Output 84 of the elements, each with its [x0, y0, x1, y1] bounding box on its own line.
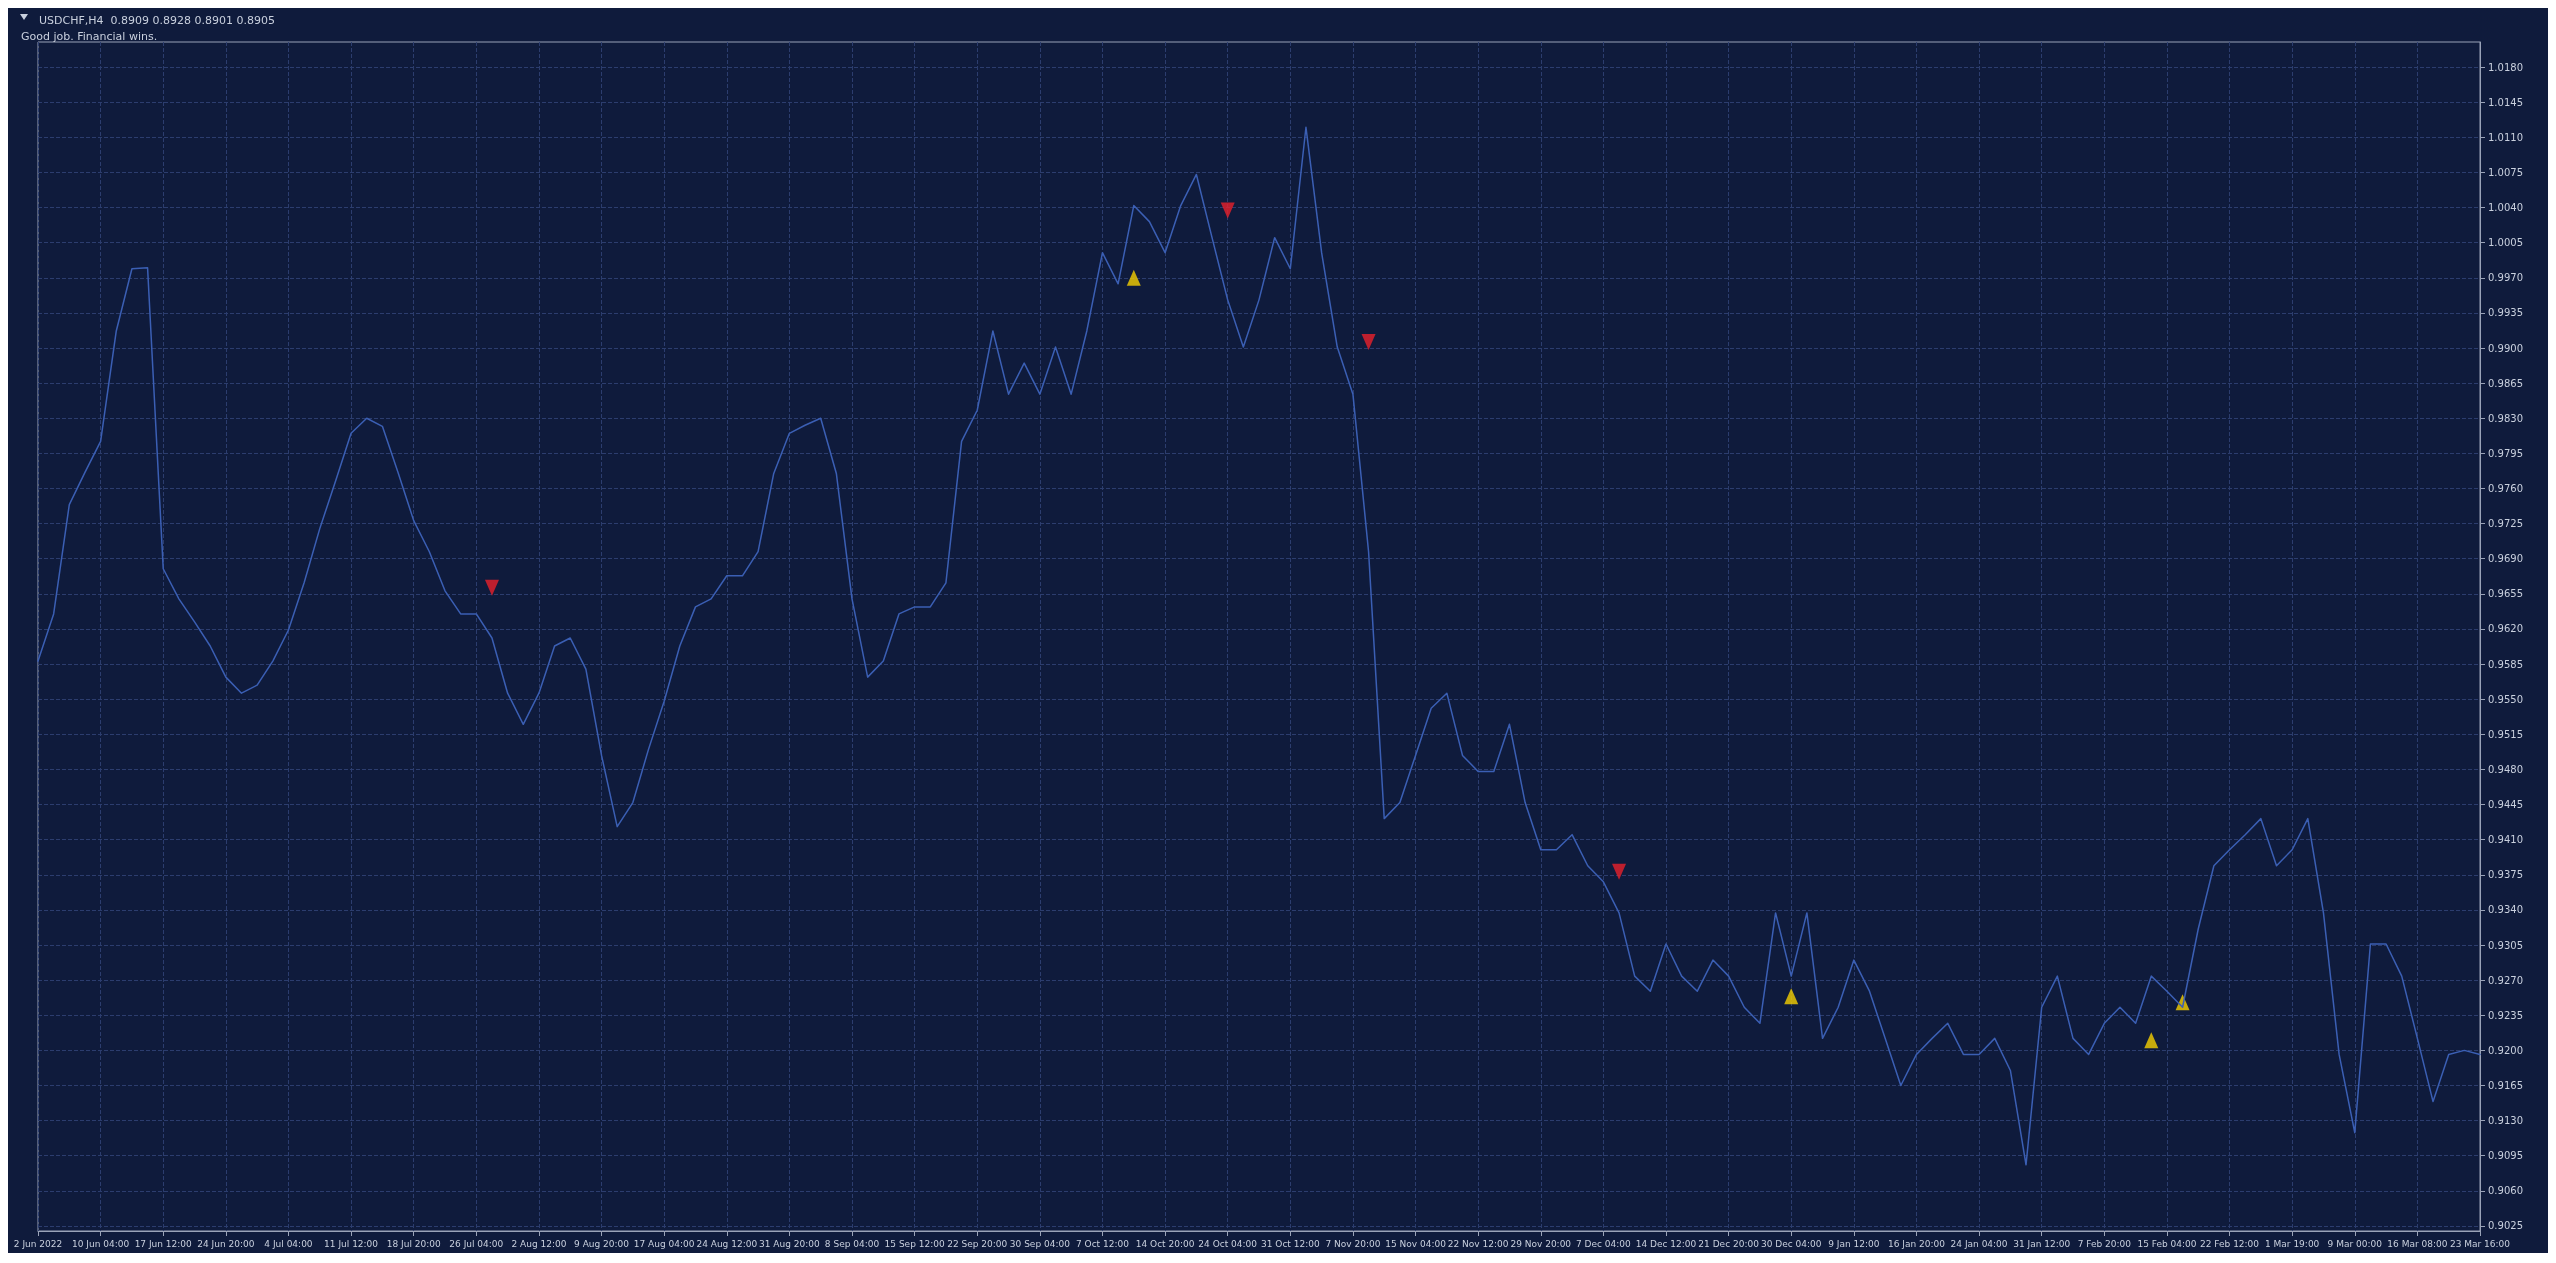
y-tick-label: 0.9165 [2488, 1080, 2523, 1092]
x-tick-label: 15 Feb 04:00 [2137, 1238, 2197, 1249]
x-tick-label: 9 Mar 00:00 [2327, 1238, 2383, 1249]
x-tick-label: 7 Oct 12:00 [1075, 1238, 1130, 1249]
y-tick-label: 0.9200 [2488, 1044, 2523, 1056]
y-tick-label: 0.9970 [2488, 272, 2523, 284]
x-tick-label: 7 Nov 20:00 [1325, 1238, 1381, 1249]
point [1361, 334, 1376, 351]
x-tick-label: 29 Nov 20:00 [1510, 1238, 1572, 1249]
y-tick-label: 0.9795 [2488, 447, 2523, 459]
y-tick-label: 1.0145 [2488, 96, 2523, 108]
x-tick-label: 10 Jun 04:00 [72, 1238, 130, 1249]
y-tick-label: 1.0110 [2488, 131, 2523, 143]
x-tick-label: 26 Jul 04:00 [449, 1238, 504, 1249]
y-tick-label: 0.9340 [2488, 904, 2523, 916]
x-tick-label: 9 Aug 20:00 [574, 1238, 630, 1249]
x-tick-label: 18 Jul 20:00 [386, 1238, 441, 1249]
point [484, 579, 499, 596]
y-tick-label: 0.9585 [2488, 658, 2523, 670]
x-tick-label: 31 Oct 12:00 [1260, 1238, 1320, 1249]
x-tick-label: 16 Jan 20:00 [1887, 1238, 1946, 1249]
x-tick-label: 14 Oct 20:00 [1135, 1238, 1195, 1249]
x-tick-label: 31 Jan 12:00 [2013, 1238, 2071, 1249]
y-tick-label: 0.9445 [2488, 799, 2523, 811]
point [1612, 863, 1627, 880]
y-tick-label: 0.9900 [2488, 342, 2523, 354]
y-tick-label: 1.0005 [2488, 237, 2523, 249]
x-tick-label: 7 Feb 20:00 [2077, 1238, 2132, 1249]
y-tick-label: 1.0075 [2488, 166, 2523, 178]
x-tick-label: 17 Jun 12:00 [134, 1238, 193, 1249]
y-tick-label: 0.9620 [2488, 623, 2523, 635]
x-tick-label: 15 Nov 04:00 [1385, 1238, 1447, 1249]
y-tick-label: 0.9760 [2488, 483, 2523, 494]
y-tick-label: 0.9375 [2488, 869, 2523, 881]
y-tick-label: 0.9690 [2488, 553, 2523, 565]
x-tick-label: 24 Jun 20:00 [197, 1238, 255, 1249]
y-tick-label: 0.9095 [2488, 1150, 2523, 1162]
x-tick-label: 2 Aug 12:00 [511, 1238, 567, 1249]
x-tick-label: 22 Feb 12:00 [2200, 1238, 2260, 1249]
x-tick-label: 30 Sep 04:00 [1009, 1238, 1071, 1249]
x-tick-label: 9 Jan 12:00 [1828, 1238, 1880, 1249]
y-tick-label: 0.9235 [2488, 1009, 2523, 1021]
x-tick-label: 22 Nov 12:00 [1447, 1238, 1509, 1249]
y-tick-label: 0.9865 [2488, 377, 2523, 389]
x-tick-label: 24 Jan 04:00 [1950, 1238, 2008, 1249]
x-tick-label: 31 Aug 20:00 [759, 1238, 820, 1249]
x-tick-label: 14 Dec 12:00 [1635, 1238, 1697, 1249]
y-tick-label: 0.9655 [2488, 588, 2523, 600]
x-tick-label: 23 Mar 16:00 [2449, 1238, 2511, 1249]
y-tick-label: 0.9025 [2488, 1220, 2523, 1232]
x-tick-label: 16 Mar 08:00 [2387, 1238, 2448, 1249]
y-tick-label: 1.0040 [2488, 202, 2523, 214]
point [1220, 202, 1235, 219]
point [1784, 988, 1799, 1005]
y-tick-label: 1.0180 [2488, 61, 2523, 73]
x-tick-label: 24 Oct 04:00 [1198, 1238, 1258, 1249]
y-tick-label: 0.9480 [2488, 763, 2523, 775]
y-tick-label: 0.9830 [2488, 412, 2523, 424]
y-tick-label: 0.9130 [2488, 1115, 2523, 1127]
x-tick-label: 11 Jul 12:00 [324, 1238, 379, 1249]
x-tick-label: 24 Aug 12:00 [696, 1238, 758, 1249]
line-series [37, 126, 2481, 1166]
x-tick-label: 2 Jun 2022 [13, 1238, 63, 1249]
x-tick-label: 4 Jul 04:00 [264, 1238, 313, 1249]
x-tick-label: 22 Sep 20:00 [947, 1238, 1008, 1249]
x-tick-label: 21 Dec 20:00 [1698, 1238, 1760, 1249]
y-tick-label: 0.9935 [2488, 307, 2523, 319]
y-tick-label: 0.9060 [2488, 1185, 2523, 1197]
y-tick-label: 0.9515 [2488, 728, 2523, 740]
x-tick-label: 30 Dec 04:00 [1760, 1238, 1822, 1249]
point [1126, 269, 1141, 286]
chart-subtitle: Good job. Financial wins. [21, 30, 158, 43]
y-tick-label: 0.9305 [2488, 939, 2523, 951]
x-tick-label: 7 Dec 04:00 [1575, 1238, 1632, 1249]
x-tick-label: 17 Aug 04:00 [633, 1238, 695, 1249]
x-tick-label: 15 Sep 12:00 [884, 1238, 945, 1249]
y-tick-label: 0.9410 [2488, 834, 2523, 846]
chart-title: USDCHF,H4 0.8909 0.8928 0.8901 0.8905 [39, 14, 275, 27]
x-tick-label: 8 Sep 04:00 [824, 1238, 880, 1249]
y-tick-label: 0.9270 [2488, 974, 2523, 986]
point [2144, 1032, 2159, 1049]
y-tick-label: 0.9550 [2488, 693, 2523, 705]
x-tick-label: 1 Mar 19:00 [2264, 1238, 2320, 1249]
y-tick-label: 0.9725 [2488, 518, 2523, 530]
